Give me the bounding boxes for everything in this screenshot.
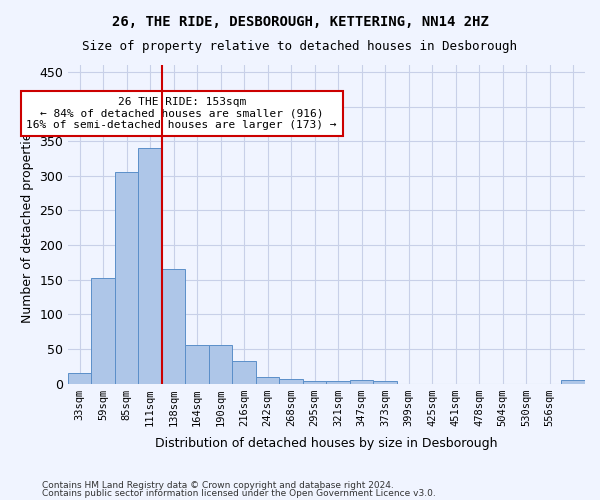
Bar — [350, 380, 373, 384]
Bar — [256, 378, 280, 384]
Bar — [373, 382, 397, 384]
Bar — [91, 278, 115, 384]
Text: Contains public sector information licensed under the Open Government Licence v3: Contains public sector information licen… — [42, 488, 436, 498]
Bar — [68, 373, 91, 384]
Bar — [209, 346, 232, 384]
Text: Contains HM Land Registry data © Crown copyright and database right 2024.: Contains HM Land Registry data © Crown c… — [42, 481, 394, 490]
X-axis label: Distribution of detached houses by size in Desborough: Distribution of detached houses by size … — [155, 437, 498, 450]
Bar — [185, 346, 209, 384]
Bar — [232, 360, 256, 384]
Text: 26 THE RIDE: 153sqm
← 84% of detached houses are smaller (916)
16% of semi-detac: 26 THE RIDE: 153sqm ← 84% of detached ho… — [26, 97, 337, 130]
Bar — [280, 380, 303, 384]
Bar — [139, 148, 162, 384]
Text: 26, THE RIDE, DESBOROUGH, KETTERING, NN14 2HZ: 26, THE RIDE, DESBOROUGH, KETTERING, NN1… — [112, 15, 488, 29]
Bar — [115, 172, 139, 384]
Bar — [326, 381, 350, 384]
Bar — [562, 380, 585, 384]
Bar — [162, 270, 185, 384]
Text: Size of property relative to detached houses in Desborough: Size of property relative to detached ho… — [83, 40, 517, 53]
Y-axis label: Number of detached properties: Number of detached properties — [20, 126, 34, 323]
Bar — [303, 381, 326, 384]
